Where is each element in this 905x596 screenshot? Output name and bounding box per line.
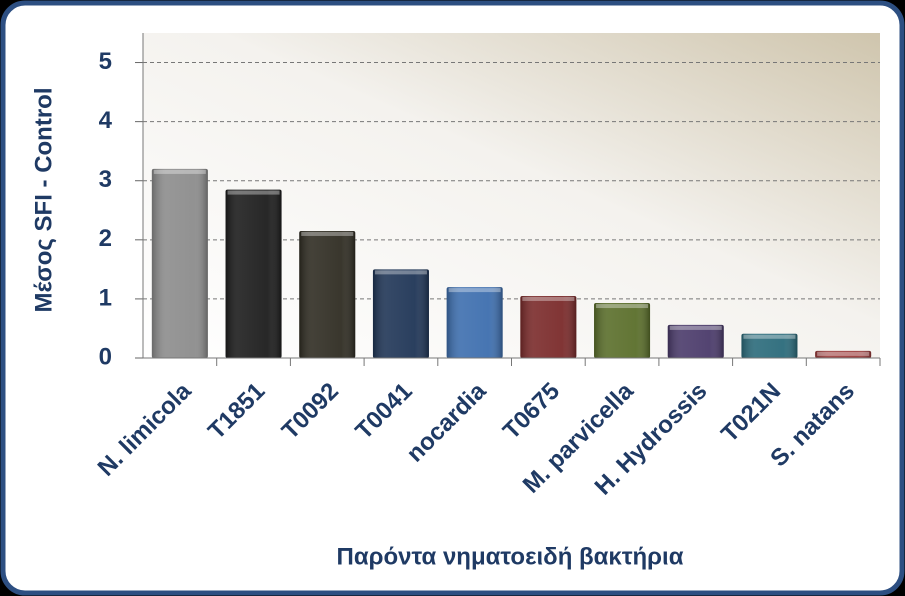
bar-top xyxy=(301,231,354,236)
bar-shine xyxy=(372,269,429,358)
bar-shine xyxy=(151,168,208,358)
y-axis-title: Μέσος SFI - Control xyxy=(30,87,57,312)
y-tick-label: 5 xyxy=(99,48,112,75)
y-tick-label: 4 xyxy=(99,107,113,134)
bar-shine xyxy=(520,295,577,358)
bar-shine xyxy=(594,303,651,358)
bar-top xyxy=(669,325,722,330)
y-tick-label: 1 xyxy=(99,284,112,311)
bar-top xyxy=(153,169,206,174)
y-tick-label: 0 xyxy=(99,343,112,370)
x-axis-title: Παρόντα νηματοειδή βακτήρια xyxy=(337,543,684,570)
bar-shine xyxy=(667,324,724,358)
bar-top xyxy=(448,288,501,293)
bar-shine xyxy=(446,287,503,358)
bar-shine xyxy=(299,230,356,358)
bar-shine xyxy=(225,189,282,358)
bar-top xyxy=(374,270,427,275)
bar-top xyxy=(522,296,575,301)
bar-shine xyxy=(815,350,872,358)
y-tick-label: 2 xyxy=(99,225,112,252)
y-tick-label: 3 xyxy=(99,166,112,193)
bar-top xyxy=(743,334,796,339)
bar-top xyxy=(596,304,649,309)
bar-top xyxy=(817,351,870,356)
bar-top xyxy=(227,190,280,195)
bar-shine xyxy=(741,333,798,358)
